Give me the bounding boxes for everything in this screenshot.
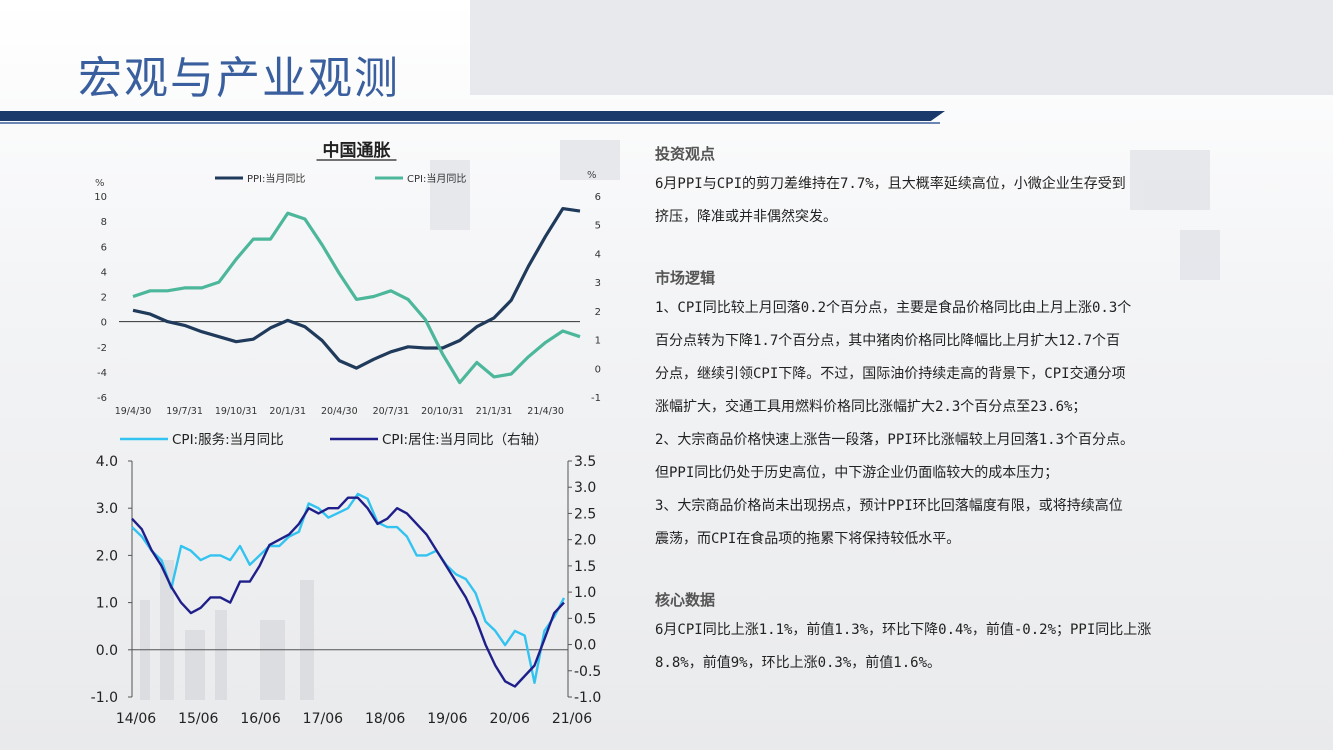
- y-tick-label-left: 4: [101, 267, 107, 278]
- y-tick-label-right: 5: [595, 221, 601, 232]
- text-line: 但PPI同比仍处于历史高位，中下游企业仍面临较大的成本压力；: [655, 465, 1059, 481]
- y-tick-label-left: 4.0: [96, 454, 118, 470]
- y-tick-label-left: -1.0: [91, 690, 118, 706]
- y-tick-label-left: -6: [97, 393, 107, 404]
- text-line: 涨幅扩大，交通工具用燃料价格同比涨幅扩大2.3个百分点至23.6%；: [655, 399, 1087, 415]
- section-core-data: 核心数据 6月CPI同比上涨1.1%，前值1.3%，环比下降0.4%，前值-0.…: [655, 586, 1265, 680]
- y-tick-label-right: 2.0: [574, 533, 596, 549]
- text-line: 分点，继续引领CPI下降。不过，国际油价持续走高的背景下，CPI交通分项: [655, 366, 1126, 382]
- y-tick-label-left: 8: [101, 217, 107, 228]
- series-line: [131, 492, 566, 684]
- y-tick-label-left: 6: [101, 242, 107, 253]
- y-tick-label-left: 0: [101, 318, 107, 329]
- y-tick-label-right: 0.5: [574, 611, 596, 627]
- y-tick-label-right: 1: [595, 336, 601, 347]
- y-tick-label-right: 3: [595, 278, 601, 289]
- x-tick-label: 16/06: [240, 711, 280, 727]
- y-tick-label-right: 1.5: [574, 559, 596, 575]
- y-tick-label-right: 2: [595, 307, 601, 318]
- y-tick-label-right: -0.5: [574, 664, 601, 680]
- legend-label: CPI:当月同比: [407, 172, 466, 185]
- text-line: 6月PPI与CPI的剪刀差维持在7.7%，且大概率延续高位，小微企业生存受到: [655, 176, 1126, 192]
- text-line: 6月CPI同比上涨1.1%，前值1.3%，环比下降0.4%，前值-0.2%；PP…: [655, 622, 1152, 638]
- x-tick-label: 15/06: [178, 711, 218, 727]
- y-tick-label-left: 3.0: [96, 501, 118, 517]
- y-tick-label-right: 3.0: [574, 480, 596, 496]
- section-title: 投资观点: [655, 145, 716, 163]
- title-underline-bar: [0, 111, 945, 121]
- legend-label: CPI:居住:当月同比（右轴）: [382, 432, 548, 448]
- x-tick-label: 19/7/31: [166, 406, 203, 417]
- x-tick-label: 14/06: [116, 711, 156, 727]
- x-tick-label: 19/06: [427, 711, 467, 727]
- x-tick-label: 19/4/30: [115, 406, 152, 417]
- series-line: [132, 211, 581, 385]
- series-line: [131, 496, 565, 688]
- series-line: [132, 206, 581, 370]
- y-tick-label-right: 0: [595, 364, 601, 375]
- y-tick-label-right: 0.0: [574, 638, 596, 654]
- text-line: 2、大宗商品价格快速上涨告一段落，PPI环比涨幅较上月回落1.3个百分点。: [655, 432, 1134, 448]
- page-title: 宏观与产业观测: [78, 53, 400, 104]
- text-line: 3、大宗商品价格尚未出现拐点，预计PPI环比回落幅度有限，或将持续高位: [655, 498, 1123, 514]
- legend-label: PPI:当月同比: [247, 172, 305, 185]
- y-tick-label-right: -1: [591, 393, 601, 404]
- x-tick-label: 20/1/31: [269, 406, 306, 417]
- y-tick-label-left: -2: [97, 343, 107, 354]
- y-tick-label-right: 2.5: [574, 506, 596, 522]
- section-title: 市场逻辑: [655, 269, 716, 287]
- y-tick-label-left: 1.0: [96, 596, 118, 612]
- text-line: 1、CPI同比较上月回落0.2个百分点，主要是食品价格同比由上月上涨0.3个: [655, 300, 1132, 316]
- text-line: 震荡，而CPI在食品项的拖累下将保持较低水平。: [655, 531, 961, 547]
- text-line: 8.8%，前值9%，环比上涨0.3%，前值1.6%。: [655, 655, 942, 671]
- x-tick-label: 20/4/30: [321, 406, 358, 417]
- title-underline-thin: [0, 122, 940, 124]
- text-line: 百分点转为下降1.7个百分点，其中猪肉价格同比降幅比上月扩大12.7个百: [655, 333, 1120, 349]
- section-title: 核心数据: [655, 591, 716, 609]
- x-tick-label: 20/06: [490, 711, 530, 727]
- x-tick-label: 21/1/31: [476, 406, 513, 417]
- y-tick-label-right: 1.0: [574, 585, 596, 601]
- legend-label: CPI:服务:当月同比: [172, 432, 284, 448]
- right-axis-unit: %: [587, 170, 597, 181]
- y-tick-label-right: 6: [595, 192, 601, 203]
- x-tick-label: 19/10/31: [215, 406, 258, 417]
- y-tick-label-left: -4: [97, 368, 107, 379]
- y-tick-label-left: 2.0: [96, 548, 118, 564]
- chart-cpi-services-housing: CPI:服务:当月同比 CPI:居住:当月同比（右轴） 4.0 3.0 2.0 1.0 0.…: [91, 432, 602, 727]
- x-tick-label: 21/06: [552, 711, 592, 727]
- chart-title: 中国通胀: [323, 140, 391, 161]
- x-tick-label: 20/10/31: [421, 406, 464, 417]
- section-investment-view: 投资观点 6月PPI与CPI的剪刀差维持在7.7%，且大概率延续高位，小微企业生…: [655, 140, 1265, 234]
- left-axis-unit: %: [95, 178, 105, 189]
- y-tick-label-left: 2: [101, 293, 107, 304]
- section-market-logic: 市场逻辑 1、CPI同比较上月回落0.2个百分点，主要是食品价格同比由上月上涨0…: [655, 264, 1265, 556]
- y-tick-label-right: 4: [595, 249, 601, 260]
- text-line: 挤压，降准或并非偶然突发。: [655, 209, 837, 225]
- y-tick-label-left: 10: [94, 192, 107, 203]
- x-tick-label: 17/06: [303, 711, 343, 727]
- commentary-panel: 投资观点 6月PPI与CPI的剪刀差维持在7.7%，且大概率延续高位，小微企业生…: [655, 140, 1265, 680]
- x-tick-label: 20/7/31: [373, 406, 410, 417]
- y-tick-label-right: -1.0: [574, 690, 601, 706]
- y-tick-label-right: 3.5: [574, 454, 596, 470]
- x-tick-label: 21/4/30: [527, 406, 564, 417]
- x-tick-label: 18/06: [365, 711, 405, 727]
- y-tick-label-left: 0.0: [96, 643, 118, 659]
